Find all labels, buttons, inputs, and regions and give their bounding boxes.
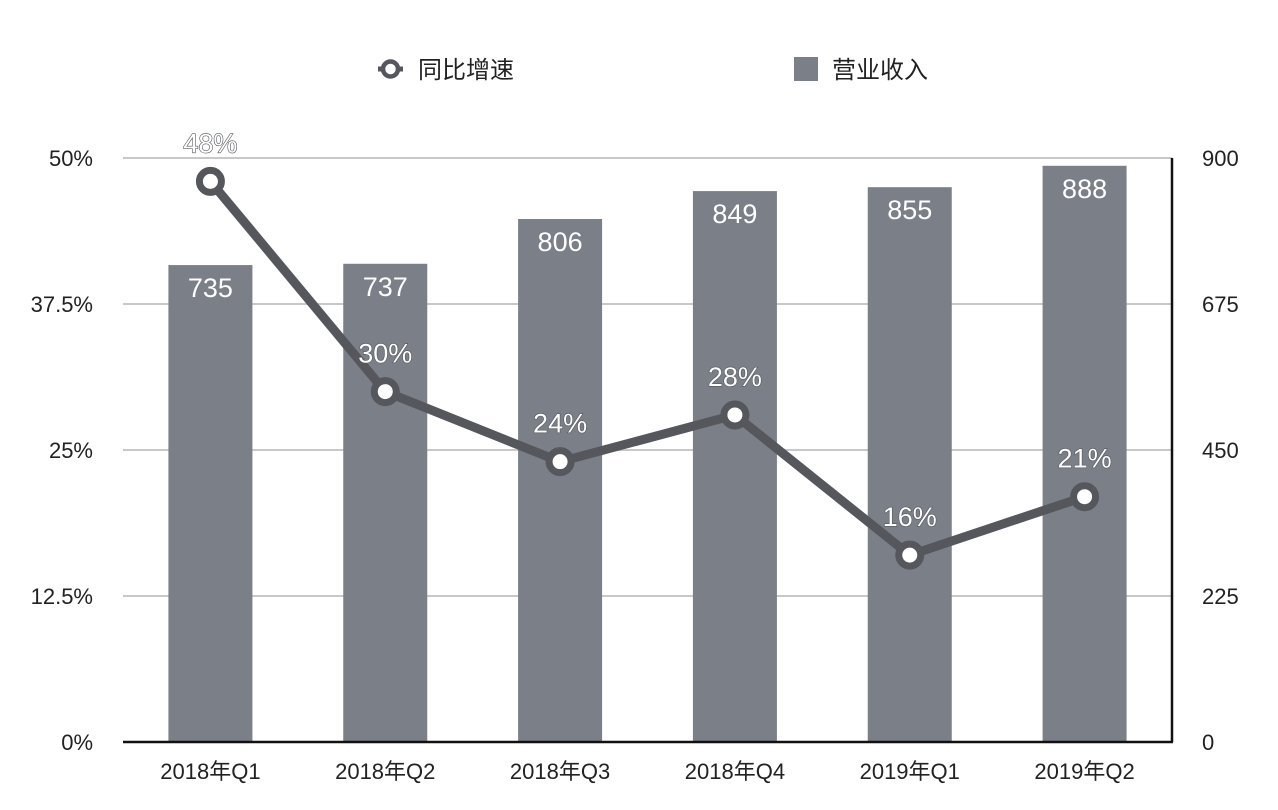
revenue-bar-label: 737 — [363, 272, 408, 302]
growth-point-label: 30% — [358, 339, 412, 369]
revenue-bars — [168, 165, 1127, 743]
revenue-bar-label: 735 — [188, 273, 233, 303]
legend-label-revenue: 营业收入 — [832, 57, 928, 84]
growth-point-label: 16% — [883, 502, 937, 532]
x-tick-label: 2018年Q1 — [160, 759, 260, 784]
y-right-tick-label: 675 — [1202, 292, 1239, 317]
y-left-tick-label: 37.5% — [31, 292, 93, 317]
legend-item-growth: 同比增速 — [378, 57, 514, 84]
y-left-tick-label: 12.5% — [31, 584, 93, 609]
growth-point — [545, 447, 575, 477]
growth-line-path — [205, 176, 1090, 560]
y-right-tick-label: 0 — [1202, 730, 1214, 755]
y-left-tick-label: 25% — [49, 438, 93, 463]
x-tick-label: 2019年Q1 — [860, 759, 960, 784]
revenue-bar-label: 806 — [538, 227, 583, 257]
axes: 0% 0 12.5% 225 25% 450 37.5% 675 50% 900 2018年Q1 20… — [31, 146, 1239, 784]
growth-point-label: 48% — [183, 128, 237, 158]
data-labels: 735 737 806 849 855 888 48% 30% 24% 28% 16% 21% — [183, 128, 1112, 533]
revenue-bar — [168, 265, 253, 742]
legend-item-revenue: 营业收入 — [794, 57, 928, 84]
growth-point — [370, 377, 400, 407]
revenue-bar — [1042, 165, 1127, 742]
y-left-tick-label: 0% — [61, 730, 93, 755]
growth-point-label: 21% — [1058, 444, 1112, 474]
revenue-bar — [867, 187, 952, 742]
legend-swatch-revenue — [794, 57, 818, 81]
y-left-tick-label: 50% — [49, 146, 93, 171]
revenue-bar — [692, 191, 777, 743]
y-right-tick-label: 900 — [1202, 146, 1239, 171]
growth-point — [195, 166, 225, 196]
y-right-tick-label: 225 — [1202, 584, 1239, 609]
growth-point — [1070, 482, 1100, 512]
revenue-bar — [343, 263, 428, 742]
revenue-bar — [518, 218, 603, 743]
growth-point — [720, 400, 750, 430]
revenue-bar-label: 855 — [887, 195, 932, 225]
growth-point — [895, 540, 925, 570]
growth-line — [195, 166, 1100, 570]
x-tick-label: 2018年Q3 — [510, 759, 610, 784]
growth-point-label: 24% — [533, 409, 587, 439]
x-tick-label: 2018年Q2 — [335, 759, 435, 784]
revenue-bar-label: 849 — [712, 199, 757, 229]
y-right-tick-label: 450 — [1202, 438, 1239, 463]
legend-circle-marker — [380, 59, 401, 79]
legend: 同比增速 营业收入 — [378, 57, 928, 84]
gridlines — [123, 157, 1172, 597]
x-tick-label: 2018年Q4 — [685, 759, 785, 784]
growth-point-label: 28% — [708, 362, 762, 392]
revenue-bar-label: 888 — [1062, 174, 1107, 204]
x-tick-label: 2019年Q2 — [1034, 759, 1134, 784]
legend-label-growth: 同比增速 — [418, 57, 514, 84]
